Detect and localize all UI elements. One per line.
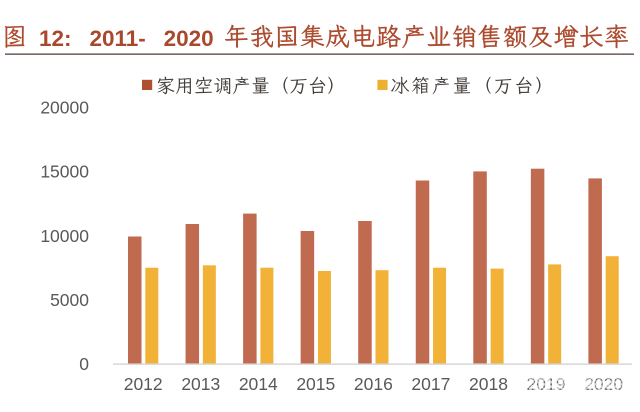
svg-text:2013: 2013 [181,374,220,394]
svg-text:2020: 2020 [164,26,214,51]
svg-text:2015: 2015 [296,374,335,394]
svg-text:20000: 20000 [40,97,89,117]
svg-text:2016: 2016 [354,374,393,394]
svg-text:15000: 15000 [40,162,89,182]
svg-text:10000: 10000 [40,226,89,246]
svg-text:5000: 5000 [50,290,89,310]
svg-text:12:: 12: [39,26,72,51]
svg-text:0: 0 [79,354,89,374]
svg-text:2018: 2018 [469,374,508,394]
svg-text:2014: 2014 [239,374,278,394]
svg-text:2012: 2012 [124,374,163,394]
svg-text:2017: 2017 [411,374,450,394]
svg-text:2011-: 2011- [90,26,146,51]
